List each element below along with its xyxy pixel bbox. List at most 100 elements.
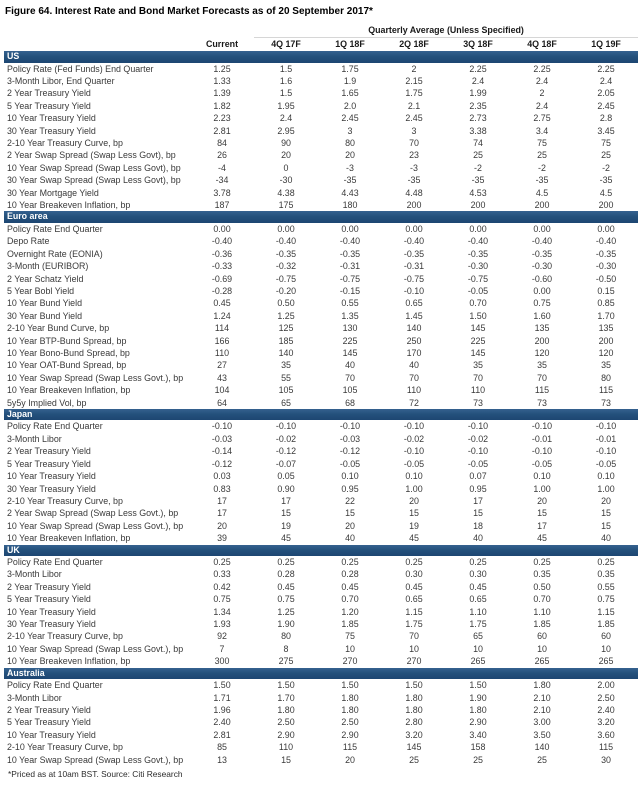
table-row: 10 Year Swap Spread (Swap Less Govt.), b… [4, 372, 638, 384]
row-label: 3-Month Libor [7, 569, 62, 580]
cell-value: 2.00 [597, 680, 615, 691]
cell-value: 0.45 [341, 581, 359, 592]
cell-value: 1.15 [597, 606, 615, 617]
cell-value: 19 [409, 520, 419, 531]
cell-value: 4.38 [277, 187, 295, 198]
cell-value: 3.20 [405, 729, 423, 740]
column-header: 2Q 18F [399, 39, 429, 49]
cell-value: 265 [534, 656, 550, 667]
cell-value: 225 [470, 335, 486, 346]
row-label: 10 Year Swap Spread (Swap Less Govt.), b… [7, 754, 184, 765]
cell-value: 3.50 [533, 729, 551, 740]
cell-value: 1.6 [279, 75, 293, 86]
cell-value: 15 [473, 508, 483, 519]
cell-value: 15 [345, 508, 355, 519]
cell-value: 0.25 [277, 557, 295, 568]
cell-value: 7 [219, 643, 225, 654]
table-row: 30 Year Swap Spread (Swap Less Govt), bp… [4, 174, 638, 186]
cell-value: -0.10 [467, 446, 489, 457]
cell-value: 1.50 [277, 680, 295, 691]
cell-value: 158 [470, 742, 486, 753]
cell-value: 110 [214, 347, 230, 358]
table-row: 10 Year Treasury Yield 2.23 2.4 2.45 2.45 2.7… [4, 112, 638, 124]
cell-value: 3.20 [597, 717, 615, 728]
cell-value: 0.00 [597, 223, 615, 234]
cell-value: 20 [345, 150, 355, 161]
cell-value: 1.10 [469, 606, 487, 617]
cell-value: 2.40 [213, 717, 231, 728]
group-header: Quarterly Average (Unless Specified) [254, 24, 639, 38]
cell-value: 1.34 [213, 606, 231, 617]
cell-value: -0.10 [211, 421, 233, 432]
cell-value: -0.10 [467, 421, 489, 432]
cell-value: 110 [470, 385, 486, 396]
cell-value: 140 [406, 323, 422, 334]
row-label: 2 Year Schatz Yield [7, 273, 84, 284]
cell-value: -0.60 [531, 273, 553, 284]
cell-value: 110 [406, 385, 422, 396]
row-label: Policy Rate End Quarter [7, 557, 103, 568]
cell-value: 80 [281, 631, 291, 642]
row-label: 5 Year Treasury Yield [7, 717, 91, 728]
cell-value: -0.35 [467, 248, 489, 259]
cell-value: 250 [406, 335, 422, 346]
cell-value: 1.70 [277, 692, 295, 703]
cell-value: 1.25 [213, 63, 231, 74]
row-label: 2 Year Swap Spread (Swap Less Govt.), bp [7, 508, 179, 519]
cell-value: -0.30 [531, 261, 553, 272]
column-header: 1Q 18F [335, 39, 365, 49]
cell-value: 1.75 [405, 88, 423, 99]
table-row: 5y5y Implied Vol, bp 64 65 68 72 73 73 73 [4, 397, 638, 409]
cell-value: -0.10 [403, 285, 425, 296]
table-row: 30 Year Treasury Yield 1.93 1.90 1.85 1.75 1.… [4, 618, 638, 630]
cell-value: 1.75 [405, 619, 423, 630]
table-row: 2-10 Year Treasury Curve, bp 92 80 75 70 65 60… [4, 630, 638, 642]
cell-value: 145 [470, 347, 486, 358]
cell-value: -35 [471, 175, 485, 186]
cell-value: 35 [537, 360, 547, 371]
cell-value: -0.10 [339, 421, 361, 432]
cell-value: 84 [217, 137, 227, 148]
cell-value: 1.15 [405, 606, 423, 617]
cell-value: 0.00 [533, 223, 551, 234]
cell-value: 1.85 [533, 619, 551, 630]
row-label: 3-Month (EURIBOR) [7, 261, 89, 272]
cell-value: 2.45 [597, 100, 615, 111]
group-header-spacer [4, 24, 254, 38]
row-label: 10 Year Treasury Yield [7, 471, 96, 482]
cell-value: -35 [343, 175, 357, 186]
cell-value: 1.9 [343, 75, 357, 86]
row-label: 2-10 Year Bund Curve, bp [7, 323, 110, 334]
cell-value: -3 [346, 162, 354, 173]
cell-value: 35 [281, 360, 291, 371]
cell-value: 64 [217, 397, 227, 408]
cell-value: 200 [534, 199, 550, 210]
cell-value: 2.45 [341, 113, 359, 124]
cell-value: 1.10 [533, 606, 551, 617]
table-row: 2-10 Year Treasury Curve, bp 17 17 22 20 17 20… [4, 495, 638, 507]
cell-value: 68 [345, 397, 355, 408]
cell-value: -0.50 [595, 273, 617, 284]
cell-value: 130 [342, 323, 358, 334]
section-header-euro-area: Euro area [4, 211, 639, 223]
cell-value: 2 [539, 88, 545, 99]
cell-value: 85 [217, 742, 227, 753]
cell-value: -0.03 [339, 433, 361, 444]
cell-value: 0.10 [405, 471, 423, 482]
cell-value: 1.00 [405, 483, 423, 494]
cell-value: -0.28 [211, 285, 233, 296]
cell-value: 1.95 [277, 100, 295, 111]
cell-value: 110 [278, 742, 294, 753]
row-label: Policy Rate End Quarter [7, 223, 103, 234]
cell-value: 1.80 [405, 692, 423, 703]
cell-value: 1.70 [597, 310, 615, 321]
cell-value: 2.25 [597, 63, 615, 74]
table-row: 2 Year Schatz Yield -0.69 -0.75 -0.75 -0.75 -… [4, 273, 638, 285]
cell-value: 73 [473, 397, 483, 408]
section-header-us: US [4, 51, 639, 63]
cell-value: 166 [214, 335, 230, 346]
cell-value: -0.35 [339, 248, 361, 259]
cell-value: -2 [538, 162, 546, 173]
cell-value: 45 [281, 533, 291, 544]
table-row: 10 Year Swap Spread (Swap Less Govt.), b… [4, 520, 638, 532]
